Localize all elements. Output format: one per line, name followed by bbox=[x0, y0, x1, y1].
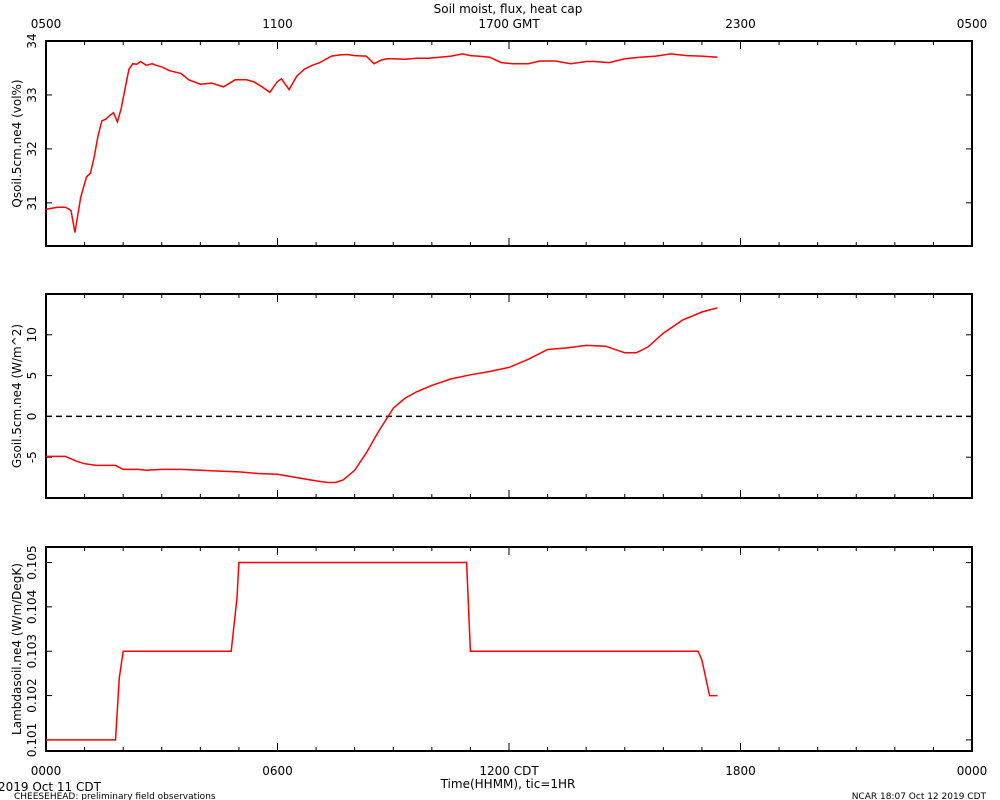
bottom-time-tick-label: 0600 bbox=[262, 764, 293, 778]
figure-title: Soil moist, flux, heat cap bbox=[434, 2, 583, 16]
footer-left-note: CHEESEHEAD: preliminary field observatio… bbox=[14, 792, 216, 800]
panel-1: 31 32 33 34 Qsoil.5cm.ne4 (vol%) bbox=[10, 33, 973, 247]
top-time-tick-label: 2300 bbox=[725, 17, 756, 31]
footer-right-note: NCAR 18:07 Oct 12 2019 CDT bbox=[852, 792, 987, 800]
series-line bbox=[46, 307, 718, 484]
panels-layer: 31 32 33 34 Qsoil.5cm.ne4 (vol%) -5 0 5 10Gsoil.… bbox=[10, 33, 973, 757]
series-line bbox=[46, 561, 718, 741]
y-tick-label: 34 bbox=[25, 33, 39, 48]
y-axis-label: Qsoil.5cm.ne4 (vol%) bbox=[10, 79, 24, 207]
time-axis-title: Time(HHMM), tic=1HR bbox=[440, 777, 576, 791]
series-line bbox=[45, 53, 718, 233]
y-tick-label: 31 bbox=[25, 195, 39, 210]
panel-frame bbox=[45, 293, 973, 499]
panel-frame bbox=[45, 40, 973, 247]
top-time-tick-label: 1700 GMT bbox=[478, 17, 540, 31]
y-tick-label: 5 bbox=[25, 372, 39, 380]
y-tick-label: 0.102 bbox=[25, 678, 39, 712]
bottom-time-tick-label: 0000 bbox=[957, 764, 988, 778]
y-tick-label: -5 bbox=[25, 451, 39, 463]
y-tick-label: 0.104 bbox=[25, 590, 39, 624]
y-tick-label: 10 bbox=[25, 327, 39, 342]
y-tick-label: 0 bbox=[25, 413, 39, 421]
top-time-tick-label: 0500 bbox=[957, 17, 988, 31]
top-time-tick-label: 1100 bbox=[262, 17, 293, 31]
y-axis-label: Gsoil.5cm.ne4 (W/m^2) bbox=[10, 324, 24, 468]
bottom-time-tick-label: 1800 bbox=[725, 764, 756, 778]
panel-3: 0.101 0.102 0.103 0.104 0.105Lambdasoil.ne4 … bbox=[10, 545, 973, 757]
panel-frame bbox=[45, 546, 973, 752]
y-tick-label: 32 bbox=[25, 141, 39, 156]
time-axes-layer: 0500 1100 1700 GMT 2300 0500 0000 0600 1200 CDT… bbox=[31, 17, 988, 778]
y-tick-label: 0.103 bbox=[25, 634, 39, 668]
y-tick-label: 33 bbox=[25, 87, 39, 102]
top-time-tick-label: 0500 bbox=[31, 17, 62, 31]
bottom-time-tick-label: 1200 CDT bbox=[479, 764, 539, 778]
date-label: 2019 Oct 11 CDT bbox=[0, 780, 102, 794]
y-axis-label: Lambdasoil.ne4 (W/m/DegK) bbox=[10, 563, 24, 735]
bottom-time-tick-label: 0000 bbox=[31, 764, 62, 778]
y-tick-label: 0.105 bbox=[25, 545, 39, 579]
y-tick-label: 0.101 bbox=[25, 723, 39, 757]
